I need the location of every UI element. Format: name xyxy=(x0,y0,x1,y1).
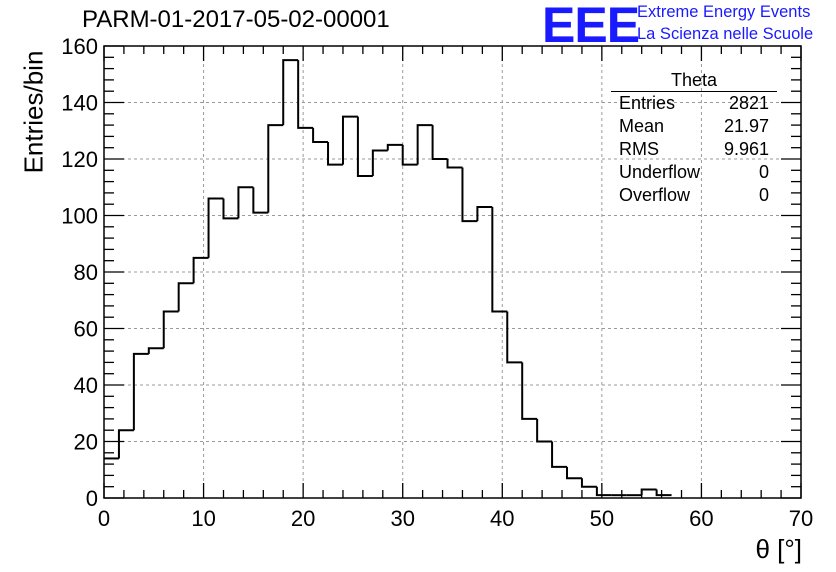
y-tick-label: 60 xyxy=(74,317,98,342)
y-tick-label: 160 xyxy=(61,34,98,59)
stats-value: 21.97 xyxy=(723,116,769,136)
grid-lines xyxy=(104,46,801,498)
histogram-bin xyxy=(371,149,388,176)
x-tick-label: 0 xyxy=(98,506,110,531)
histogram-bin xyxy=(491,207,508,313)
logo-line-2: La Scienza nelle Scuole xyxy=(637,25,814,43)
stats-label: Underflow xyxy=(619,162,701,182)
eee-logo: EEE xyxy=(542,0,640,53)
stats-row-mean: Mean 21.97 xyxy=(611,115,777,138)
histogram-bin xyxy=(446,159,463,169)
histogram-bin xyxy=(566,466,582,480)
stats-value: 0 xyxy=(758,185,769,205)
x-tick-label: 70 xyxy=(789,506,813,531)
stats-value: 9.961 xyxy=(723,139,769,159)
histogram-bin xyxy=(476,206,493,222)
histogram-bars xyxy=(104,59,672,497)
x-axis-label: θ [°] xyxy=(755,534,802,564)
histogram-bin xyxy=(640,488,657,496)
stats-label: Overflow xyxy=(619,185,691,205)
histogram-bin xyxy=(147,347,164,354)
axis-ticks xyxy=(103,45,802,499)
histogram-bin xyxy=(551,441,568,468)
histogram-bin xyxy=(327,142,343,166)
stats-row-overflow: Overflow 0 xyxy=(611,184,777,207)
y-tick-label: 80 xyxy=(74,260,98,285)
histogram-bin xyxy=(416,124,433,165)
y-tick-label: 0 xyxy=(86,486,98,511)
stats-label: Entries xyxy=(619,93,676,113)
histogram-bin xyxy=(252,187,269,214)
x-tick-label: 50 xyxy=(590,506,614,531)
stats-row-underflow: Underflow 0 xyxy=(611,161,777,184)
stats-box: Theta Entries 2821 Mean 21.97 RMS 9.961 … xyxy=(611,70,777,207)
y-tick-label: 140 xyxy=(61,91,98,116)
histogram-bin xyxy=(655,489,672,497)
histogram-bin xyxy=(431,125,448,160)
y-tick-label: 100 xyxy=(61,204,98,229)
stats-label: RMS xyxy=(619,139,659,159)
stats-title: Theta xyxy=(611,70,777,92)
x-tick-label: 10 xyxy=(191,506,215,531)
x-tick-label: 20 xyxy=(291,506,315,531)
histogram-bin xyxy=(580,478,597,488)
histogram-bin xyxy=(267,124,284,213)
x-tick-label: 30 xyxy=(390,506,414,531)
histogram-bin xyxy=(461,167,478,223)
histogram-bin xyxy=(117,429,134,459)
histogram-bin xyxy=(595,486,612,497)
y-tick-label: 120 xyxy=(61,147,98,172)
histogram-bin xyxy=(132,352,149,431)
histogram-bin xyxy=(162,310,179,349)
logo-line-1: Extreme Energy Events xyxy=(637,3,811,21)
histogram-bin xyxy=(222,198,239,220)
tick-labels: 0 10 20 30 40 50 60 70 0 20 40 60 80 100 120 140 160 xyxy=(61,34,813,531)
histogram-bin xyxy=(521,362,538,420)
stats-value: 0 xyxy=(758,162,769,182)
histogram-bin xyxy=(401,144,418,166)
stats-value: 2821 xyxy=(728,93,769,113)
histogram-bin xyxy=(312,127,329,144)
x-tick-label: 60 xyxy=(689,506,713,531)
histogram-bin xyxy=(177,282,194,312)
histogram-bin xyxy=(237,186,254,219)
histogram-bin xyxy=(536,418,553,443)
histogram-bin xyxy=(192,256,209,284)
y-axis-label: Entries/bin xyxy=(18,50,49,174)
histogram-bin xyxy=(207,197,224,258)
histogram-bin xyxy=(341,115,358,165)
histogram-bin xyxy=(356,116,373,177)
histogram-bin xyxy=(506,311,523,364)
histogram-bin xyxy=(282,59,299,126)
histogram-bin xyxy=(386,143,403,151)
histogram-bin xyxy=(297,60,314,129)
stats-row-entries: Entries 2821 xyxy=(611,92,777,115)
x-tick-label: 40 xyxy=(490,506,514,531)
stats-label: Mean xyxy=(619,116,665,136)
y-tick-label: 40 xyxy=(74,373,98,398)
stats-row-rms: RMS 9.961 xyxy=(611,138,777,161)
y-tick-label: 20 xyxy=(74,430,98,455)
chart-title: PARM-01-2017-05-02-00001 xyxy=(82,6,390,33)
